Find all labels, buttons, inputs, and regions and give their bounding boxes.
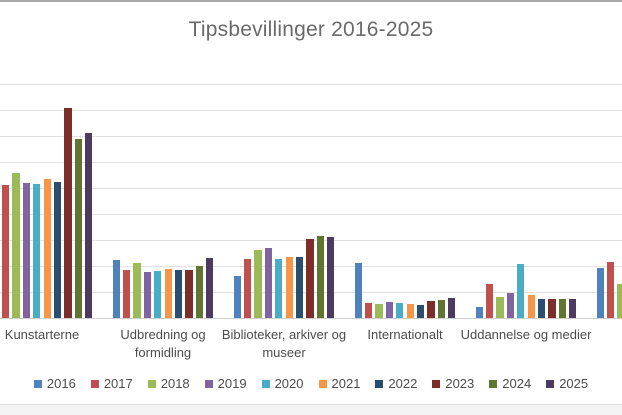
legend-swatch <box>147 379 156 388</box>
bar-2020 <box>517 263 525 318</box>
bar-2019 <box>143 271 152 318</box>
legend-item: 2017 <box>90 376 133 391</box>
bar-2023 <box>427 301 435 318</box>
x-axis-line <box>0 318 622 319</box>
gridline <box>0 136 622 137</box>
category-label: Kunstarterne <box>4 327 80 342</box>
legend-swatch <box>33 379 42 388</box>
legend-label: 2016 <box>46 376 76 391</box>
bar-2016 <box>596 267 605 318</box>
bar-2017 <box>607 262 615 318</box>
bar-2017 <box>365 302 373 318</box>
bar-2023 <box>64 107 72 318</box>
bar-2017 <box>486 284 494 318</box>
legend-label: 2022 <box>388 376 418 391</box>
bar-2021 <box>43 178 51 318</box>
bar-2018 <box>617 284 622 318</box>
category-label: Udbredning og formidling <box>120 327 206 360</box>
legend-item: 2023 <box>432 376 474 391</box>
bar-2017 <box>123 269 131 318</box>
legend-swatch <box>261 379 270 388</box>
bar-2017 <box>244 259 252 318</box>
legend-item: 2022 <box>375 376 417 391</box>
legend-label: 2020 <box>274 376 304 391</box>
bar-2023 <box>548 299 556 318</box>
gridline <box>0 110 622 111</box>
bar-2018 <box>12 172 20 318</box>
bar-2025 <box>84 132 93 318</box>
legend: 2016 2017 2018 2019 2020 2021 2022 2023 2024 2025 <box>0 376 622 391</box>
bar-2024 <box>316 236 324 318</box>
legend-label: 2023 <box>445 376 475 391</box>
legend-item: 2025 <box>546 376 588 391</box>
legend-label: 2025 <box>559 376 589 391</box>
gridline <box>0 188 622 189</box>
bar-2016 <box>354 263 363 318</box>
legend-label: 2018 <box>160 376 190 391</box>
legend-item: 2020 <box>261 376 304 391</box>
bar-2020 <box>275 259 283 318</box>
bar-2022 <box>174 269 183 318</box>
bottom-strip <box>0 404 622 415</box>
legend-item: 2021 <box>318 376 361 391</box>
bar-2018 <box>133 262 141 318</box>
legend-label: 2017 <box>103 376 133 391</box>
bar-2025 <box>205 258 214 318</box>
bar-2022 <box>537 299 546 318</box>
bar-2016 <box>112 260 121 318</box>
category-label: Biblioteker, arkiver og museer <box>221 327 347 360</box>
legend-label: 2021 <box>331 376 361 391</box>
category-label: Internationalt <box>367 327 443 342</box>
bar-2019 <box>385 301 394 318</box>
gridline <box>0 162 622 163</box>
bar-2024 <box>195 266 203 318</box>
bar-2025 <box>447 298 456 318</box>
bar-2025 <box>568 299 577 318</box>
legend-swatch <box>432 379 441 388</box>
chart-title: Tipsbevillinger 2016-2025 <box>188 18 434 41</box>
bar-2017 <box>2 184 10 318</box>
bar-2016 <box>475 306 484 318</box>
legend-label: 2019 <box>217 376 247 391</box>
bar-2023 <box>185 270 193 318</box>
legend-item: 2019 <box>204 376 247 391</box>
gridline <box>0 214 622 215</box>
bar-2016 <box>233 275 242 318</box>
bar-2023 <box>306 238 314 318</box>
legend-swatch <box>489 379 498 388</box>
top-border <box>0 0 622 2</box>
bar-2019 <box>264 248 273 318</box>
legend-swatch <box>318 379 327 388</box>
legend-swatch <box>375 379 384 388</box>
bar-2020 <box>396 303 404 318</box>
bar-2019 <box>506 293 515 318</box>
bar-2021 <box>164 269 172 318</box>
legend-swatch <box>546 379 555 388</box>
bar-2022 <box>416 305 425 318</box>
legend-item: 2018 <box>147 376 190 391</box>
bar-2024 <box>558 299 566 318</box>
bar-2021 <box>406 303 414 318</box>
bar-2024 <box>437 300 445 318</box>
gridline <box>0 84 622 85</box>
bar-2022 <box>295 256 304 318</box>
bar-2025 <box>326 236 335 318</box>
bar-2020 <box>33 184 41 318</box>
category-label: Uddannelse og medier <box>460 327 592 342</box>
bar-2021 <box>527 295 535 318</box>
bar-2020 <box>154 271 162 318</box>
bar-2021 <box>285 257 293 318</box>
legend-swatch <box>90 379 99 388</box>
bar-2022 <box>53 182 62 318</box>
bar-2018 <box>254 249 262 318</box>
bar-2018 <box>375 303 383 318</box>
legend-item: 2024 <box>489 376 531 391</box>
legend-item: 2016 <box>33 376 76 391</box>
bar-2024 <box>74 139 82 318</box>
bar-2018 <box>496 296 504 318</box>
legend-label: 2024 <box>502 376 532 391</box>
bar-2019 <box>22 183 31 318</box>
legend-swatch <box>204 379 213 388</box>
